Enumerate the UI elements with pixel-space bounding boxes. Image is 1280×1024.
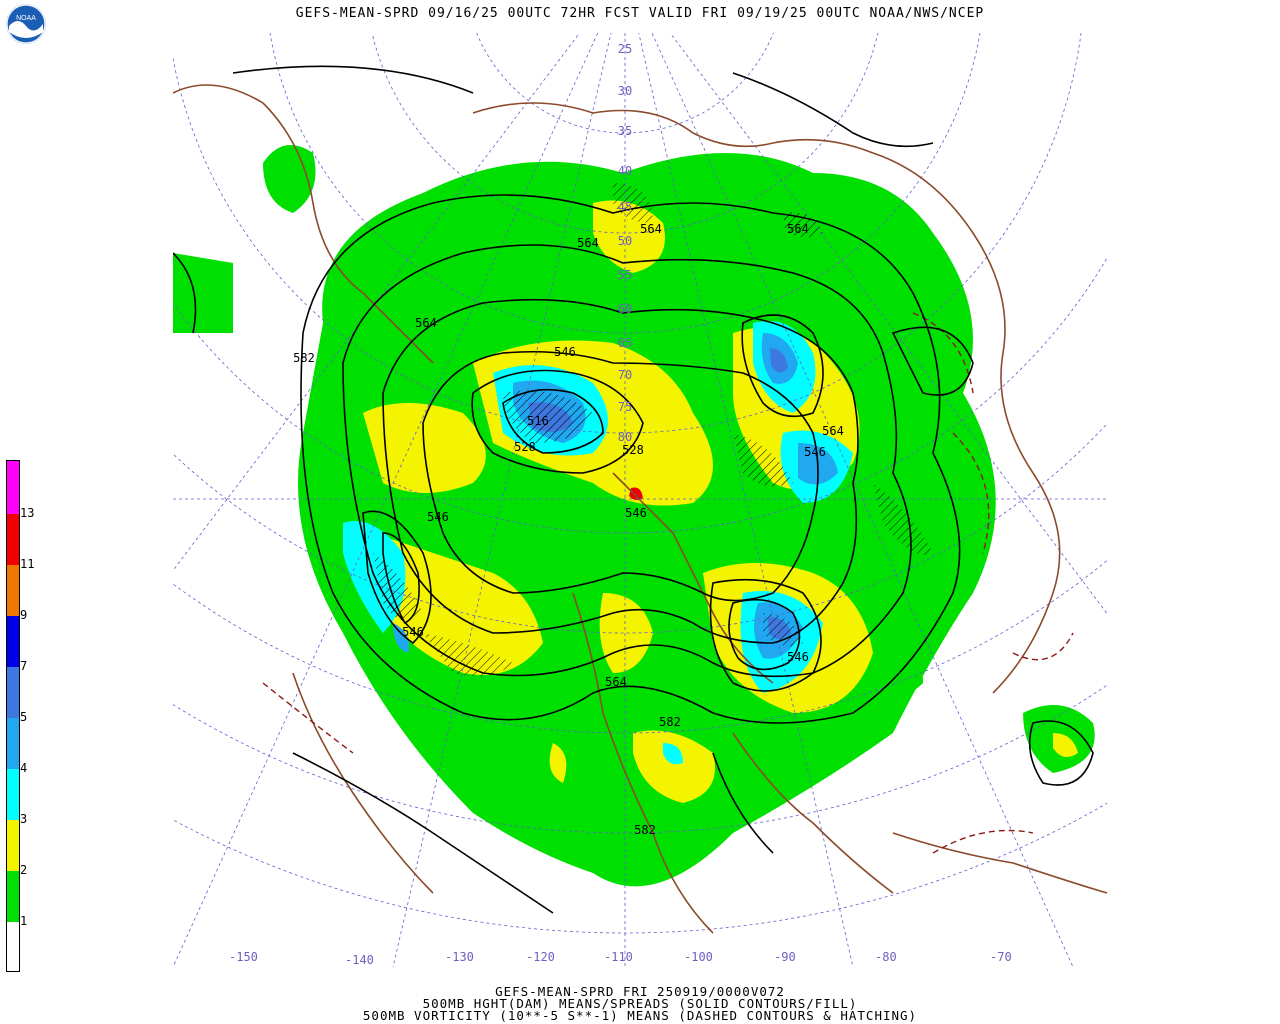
lon-label: -140 — [345, 953, 374, 967]
lat-label: 70 — [618, 368, 632, 382]
colorbar-label: 5 — [20, 710, 28, 724]
contour-labels: 564 564 564 564 582 564 546 516 528 528 … — [293, 222, 844, 837]
height-contours — [173, 65, 1094, 914]
lat-label: 75 — [618, 400, 632, 414]
lat-label: 55 — [618, 268, 632, 282]
lon-label: -120 — [526, 950, 555, 964]
lat-label: 50 — [618, 234, 632, 248]
colorbar-label: 9 — [20, 608, 28, 622]
lon-label: -80 — [875, 950, 897, 964]
contour-label: 528 — [622, 443, 644, 457]
forecast-map: 25 30 35 40 45 50 55 60 65 70 75 80 564 … — [173, 33, 1107, 967]
contour-label: 546 — [402, 625, 424, 639]
footer-caption: GEFS-MEAN-SPRD FRI 250919/0000V072 500MB… — [0, 984, 1280, 1023]
colorbar-segment — [7, 768, 19, 820]
colorbar-label: 13 — [20, 506, 35, 520]
lon-label: -90 — [774, 950, 796, 964]
contour-label: 564 — [605, 675, 627, 689]
colorbar-segment — [7, 870, 19, 922]
footer-line: 500MB HGHT(DAM) MEANS/SPREADS (SOLID CON… — [422, 996, 858, 1011]
colorbar-label: 4 — [20, 761, 28, 775]
contour-label: 582 — [634, 823, 656, 837]
chart-title: GEFS-MEAN-SPRD 09/16/25 00UTC 72HR FCST … — [295, 6, 985, 21]
colorbar-segment — [7, 564, 19, 616]
colorbar-segment — [7, 461, 19, 514]
contour-label: 546 — [625, 506, 647, 520]
svg-text:NOAA: NOAA — [16, 15, 36, 22]
lat-label: 45 — [618, 200, 632, 214]
colorbar-label: 3 — [20, 812, 28, 826]
lat-label: 60 — [618, 302, 632, 316]
colorbar-segment — [7, 666, 19, 718]
contour-label: 516 — [527, 414, 549, 428]
footer-line: GEFS-MEAN-SPRD FRI 250919/0000V072 — [495, 984, 785, 999]
vorticity-contours — [262, 312, 1074, 854]
contour-label: 582 — [659, 715, 681, 729]
lat-label: 35 — [618, 124, 632, 138]
colorbar-label: 1 — [20, 914, 28, 928]
contour-label: 564 — [787, 222, 809, 236]
lat-label: 25 — [618, 42, 632, 56]
contour-label: 564 — [577, 236, 599, 250]
contour-label: 546 — [427, 510, 449, 524]
colorbar-segment — [7, 615, 19, 667]
lat-label: 30 — [618, 84, 632, 98]
colorbar-segment — [7, 819, 19, 871]
colorbar-segment — [7, 717, 19, 769]
lat-label: 80 — [618, 430, 632, 444]
contour-label: 546 — [554, 345, 576, 359]
lat-label: 40 — [618, 164, 632, 178]
colorbar-segment — [7, 513, 19, 565]
contour-label: 582 — [293, 351, 315, 365]
coastlines — [173, 84, 1107, 934]
latitude-labels: 25 30 35 40 45 50 55 60 65 70 75 80 — [618, 42, 632, 444]
lon-label: -100 — [684, 950, 713, 964]
vorticity-hatching — [373, 183, 933, 677]
colorbar-label: 11 — [20, 557, 35, 571]
contour-label: 564 — [822, 424, 844, 438]
spread-fill-red — [629, 487, 643, 501]
graticule — [173, 33, 1107, 967]
contour-label: 564 — [640, 222, 662, 236]
contour-label: 546 — [804, 445, 826, 459]
contour-label: 528 — [514, 440, 536, 454]
lon-label: -70 — [990, 950, 1012, 964]
contour-label: 564 — [415, 316, 437, 330]
noaa-logo: NOAA — [6, 4, 46, 44]
spread-colorbar — [6, 460, 20, 972]
lon-label: -130 — [445, 950, 474, 964]
colorbar-segment — [7, 921, 19, 971]
lon-label: -150 — [229, 950, 258, 964]
contour-label: 546 — [787, 650, 809, 664]
footer-line: 500MB VORTICITY (10**-5 S**-1) MEANS (DA… — [362, 1008, 918, 1023]
colorbar-label: 2 — [20, 863, 28, 877]
lon-label: -110 — [604, 950, 633, 964]
lat-label: 65 — [618, 336, 632, 350]
colorbar-label: 7 — [20, 659, 28, 673]
